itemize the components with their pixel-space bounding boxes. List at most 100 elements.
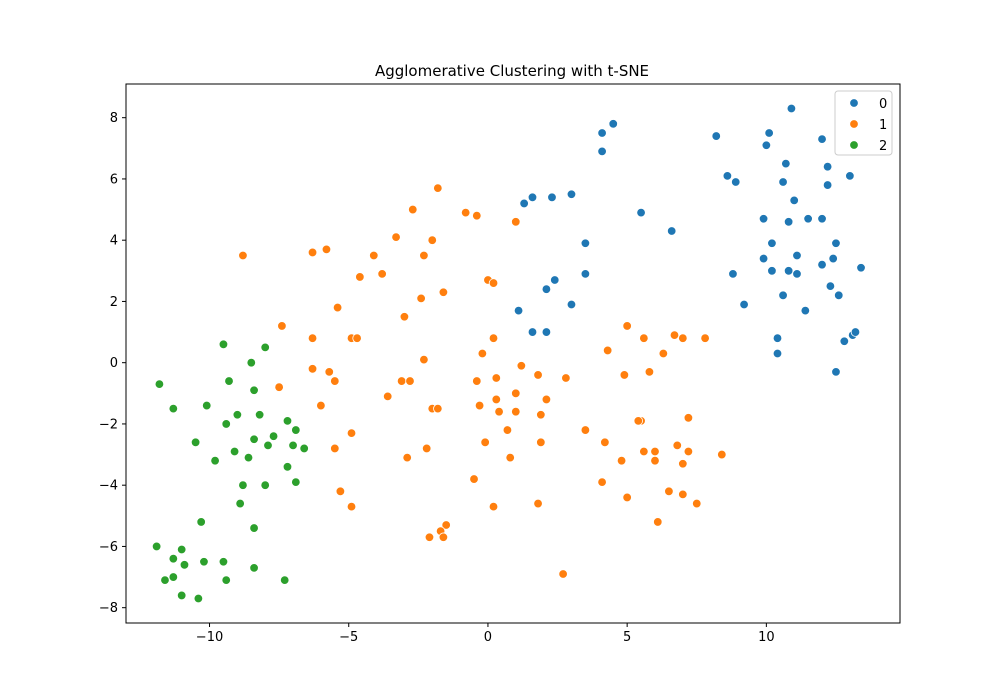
legend-label: 1 [879,118,887,133]
scatter-point [282,462,293,472]
scatter-point [831,367,841,377]
scatter-point [433,183,443,193]
y-tick-label: 2 [110,295,118,310]
scatter-point [154,379,165,389]
scatter-point [472,376,482,386]
scatter-point [666,226,677,236]
scatter-point [243,452,254,463]
series-2 [151,339,309,604]
plot-frame [125,83,901,624]
scatter-point [324,367,334,377]
scatter-point [683,413,694,423]
scatter-point [644,367,655,377]
scatter-point [786,103,797,114]
scatter-point [472,210,482,221]
scatter-point [232,410,243,420]
scatter-point [778,290,788,301]
scatter-point [202,400,212,411]
scatter-point [176,544,187,555]
scatter-point [491,373,501,383]
scatter-point [419,250,429,261]
scatter-point [822,161,833,172]
scatter-point [550,275,560,285]
scatter-point [600,437,610,448]
scatter-point [396,376,407,386]
scatter-point [772,348,783,359]
scatter-point [332,302,343,313]
scatter-point [700,333,710,343]
scatter-point [505,452,515,463]
scatter-point [176,590,187,601]
scatter-point [519,198,529,209]
scatter-point [218,339,229,350]
scatter-point [460,207,471,218]
scatter-point [291,425,301,435]
scatter-point [828,253,838,264]
y-tick-label: 0 [110,356,118,371]
scatter-point [346,428,357,438]
scatter-point [850,327,861,337]
scatter-point [845,171,855,181]
scatter-point [238,250,248,261]
scatter-point [622,321,632,331]
scatter-point [330,376,340,386]
scatter-point [193,593,204,604]
scatter-point [856,263,866,273]
scatter-point [783,266,794,276]
scatter-point [758,253,769,264]
scatter-point [650,455,660,466]
scatter-point [778,177,788,187]
scatter-point [502,425,513,435]
scatter-point [218,557,229,567]
scatter-point [597,477,607,487]
scatter-point [441,520,451,530]
scatter-point [527,327,538,337]
legend-marker [849,140,859,150]
y-tick-label: 4 [110,234,118,249]
scatter-point [249,563,259,573]
scatter-point [608,119,618,129]
scatter-point [536,437,546,448]
scatter-point [633,416,643,426]
x-axis: −10 −5 0 5 10 [196,623,775,645]
scatter-point [438,287,449,297]
y-axis: −8 −6 −4 −2 0 2 4 6 8 [99,111,126,616]
scatter-point [480,437,490,448]
scatter-point [541,394,552,405]
scatter-point [416,293,426,304]
scatter-point [427,235,437,245]
scatter-point [254,410,265,420]
scatter-point [229,446,240,457]
scatter-point [658,348,669,359]
scatter-point [249,434,259,444]
scatter-point [692,498,702,509]
scatter-point [664,486,674,497]
scatter-point [758,214,769,224]
scatter-point [789,195,799,206]
scatter-point [767,238,777,248]
scatter-point [834,290,844,301]
scatter-point [316,400,326,411]
scatter-point [291,477,301,487]
scatter-point [800,305,811,316]
scatter-point [597,146,607,157]
scatter-point [764,128,774,138]
scatter-point [438,532,449,542]
scatter-point [238,480,248,490]
legend-label: 0 [879,97,887,112]
scatter-point [469,474,479,484]
scatter-point [246,357,256,368]
y-tick-label: −4 [99,479,118,494]
scatter-point [792,250,802,261]
points-layer [151,103,866,604]
scatter-point [199,557,209,567]
scatter-point [639,333,649,343]
scatter-point [196,517,206,527]
scatter-point [792,269,802,279]
scatter-point [335,486,346,497]
scatter-point [330,443,340,454]
scatter-point [307,247,318,258]
scatter-point [221,419,231,429]
y-tick-label: −6 [99,540,118,555]
x-tick-label: 10 [758,630,775,645]
